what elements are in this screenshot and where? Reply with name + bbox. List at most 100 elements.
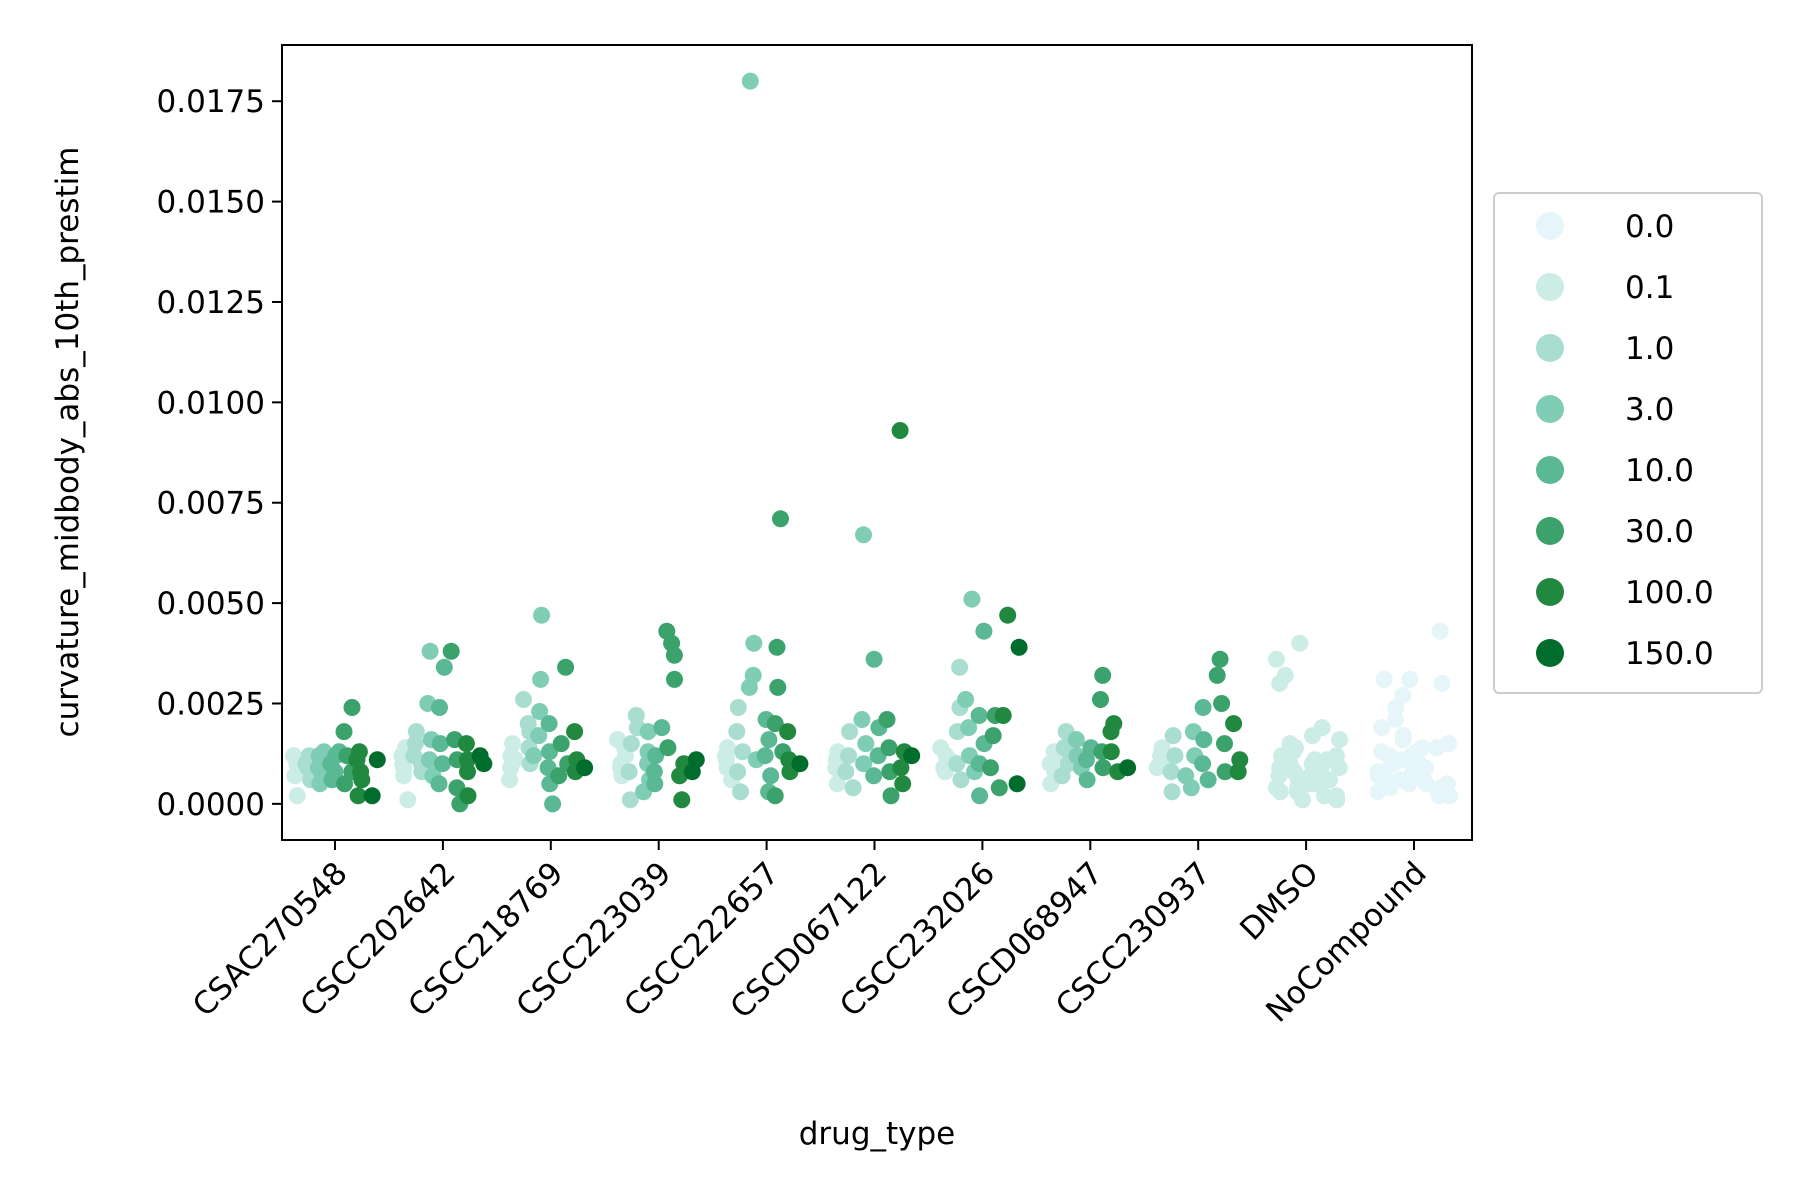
data-point <box>1291 634 1309 652</box>
data-point <box>1328 791 1346 809</box>
data-point <box>891 422 909 439</box>
data-point <box>557 658 575 676</box>
data-point <box>1387 711 1404 728</box>
legend-label: 10.0 <box>1625 453 1694 489</box>
data-point <box>894 775 912 793</box>
data-point <box>1164 727 1182 745</box>
y-tick-label: 0.0000 <box>157 787 265 823</box>
data-point <box>791 755 809 773</box>
data-point <box>506 751 524 769</box>
data-point <box>878 711 896 728</box>
data-point <box>431 735 449 753</box>
data-point <box>1182 779 1200 797</box>
legend-marker <box>1536 639 1564 667</box>
data-point <box>740 678 758 696</box>
data-point <box>880 739 898 757</box>
legend-label: 3.0 <box>1625 392 1674 428</box>
data-point <box>343 699 361 716</box>
data-point <box>768 638 786 656</box>
data-point <box>1194 755 1212 773</box>
data-point <box>1271 674 1289 692</box>
legend-marker <box>1536 212 1564 240</box>
data-point <box>769 678 787 696</box>
data-point <box>952 771 970 789</box>
data-point <box>1428 739 1446 757</box>
data-point <box>566 723 584 741</box>
data-point <box>1294 791 1311 809</box>
data-point <box>1078 771 1096 789</box>
data-point <box>729 699 747 716</box>
data-point <box>335 723 353 741</box>
data-point <box>1216 735 1233 753</box>
legend-marker <box>1536 456 1564 484</box>
data-point <box>1330 759 1348 777</box>
data-point <box>621 791 639 809</box>
data-point <box>1387 699 1405 716</box>
data-point <box>994 707 1012 724</box>
data-point <box>645 763 663 781</box>
data-point <box>984 727 1002 745</box>
data-point <box>732 783 749 801</box>
data-point <box>857 735 875 753</box>
data-point <box>1162 763 1180 781</box>
data-point <box>1053 767 1071 785</box>
y-axis: 0.0000 0.0025 0.0050 0.0075 0.0100 0.0125 0.01… <box>157 84 282 823</box>
data-point <box>525 747 543 765</box>
x-axis-label: drug_type <box>799 1116 956 1152</box>
legend-marker <box>1536 334 1564 362</box>
data-point <box>363 787 381 805</box>
data-point <box>971 787 989 805</box>
data-point <box>336 775 354 793</box>
data-point <box>609 731 626 749</box>
data-point <box>435 658 453 676</box>
data-point <box>666 670 683 688</box>
data-point <box>1373 719 1391 737</box>
y-tick-label: 0.0050 <box>157 586 265 622</box>
data-point <box>1267 650 1285 668</box>
data-point <box>1010 638 1028 656</box>
data-point <box>841 723 859 741</box>
data-point <box>990 779 1008 797</box>
data-point <box>639 723 657 741</box>
legend-label: 150.0 <box>1625 636 1714 672</box>
data-point <box>368 751 386 769</box>
data-point <box>760 731 778 749</box>
data-point <box>532 670 550 688</box>
data-point <box>1195 731 1213 749</box>
data-point <box>322 755 340 773</box>
data-point <box>975 622 993 640</box>
data-point <box>647 747 665 765</box>
data-point <box>1331 731 1349 749</box>
data-point <box>353 771 371 789</box>
data-point <box>948 755 966 773</box>
legend-marker <box>1536 578 1564 606</box>
data-point <box>406 735 424 753</box>
data-point <box>459 787 477 805</box>
data-point <box>1305 775 1323 793</box>
data-point <box>659 739 677 757</box>
data-point <box>741 72 759 90</box>
data-point <box>471 747 489 765</box>
data-point <box>430 775 448 793</box>
data-point <box>1077 751 1095 769</box>
data-points <box>285 72 1459 813</box>
plot-frame <box>281 44 1473 841</box>
data-point <box>865 767 883 785</box>
data-point <box>999 606 1017 624</box>
data-point <box>840 747 858 765</box>
data-point <box>772 510 789 528</box>
data-point <box>1271 783 1289 801</box>
data-point <box>855 526 872 544</box>
data-point <box>622 735 640 753</box>
data-point <box>442 642 460 660</box>
data-point <box>717 747 734 765</box>
data-point <box>550 767 568 785</box>
data-point <box>673 791 691 809</box>
data-point <box>903 747 921 765</box>
data-point <box>531 703 549 720</box>
legend-frame <box>1493 192 1763 694</box>
data-point <box>1094 759 1112 777</box>
data-point <box>951 658 969 676</box>
data-point <box>745 634 763 652</box>
